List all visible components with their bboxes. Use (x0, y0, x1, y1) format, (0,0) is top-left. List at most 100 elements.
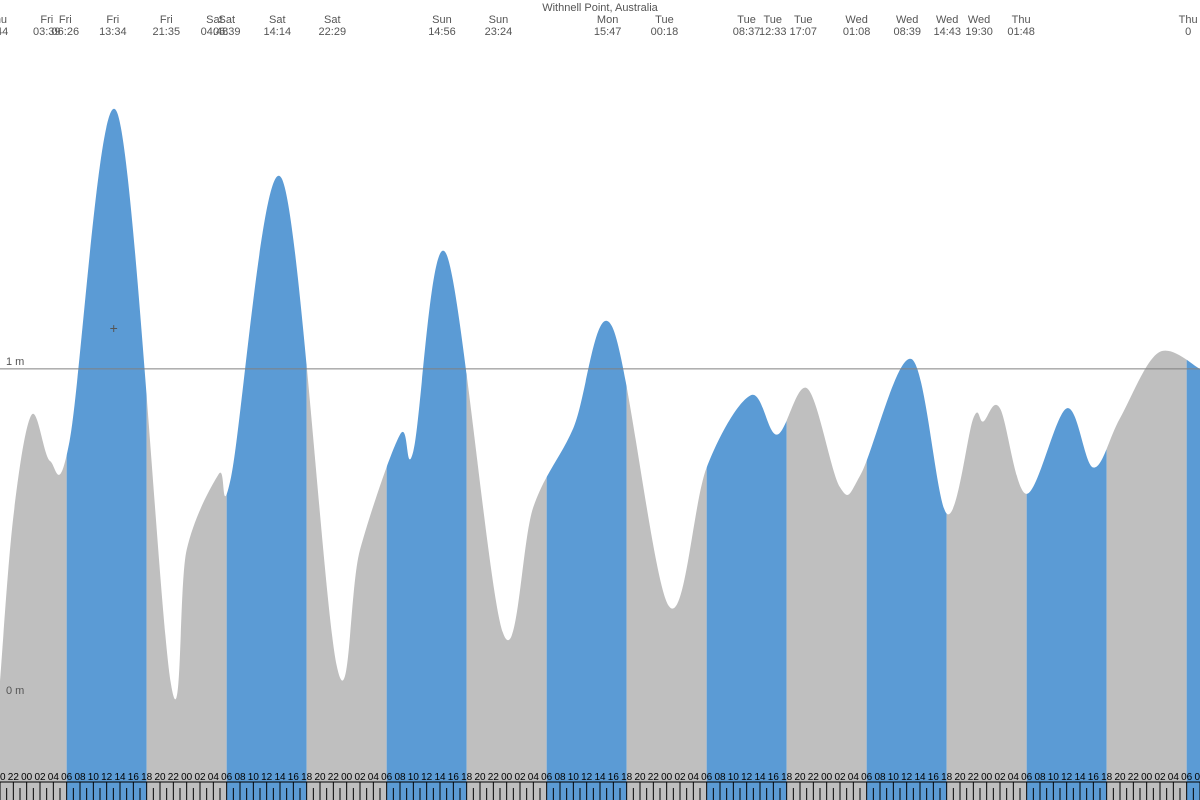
hour-label: 16 (448, 772, 460, 783)
hour-label: 08 (874, 772, 886, 783)
hour-label: 20 (0, 772, 6, 783)
extreme-time: 08:39 (893, 26, 921, 38)
hour-label: 20 (954, 772, 966, 783)
extreme-day: Thu (0, 14, 8, 26)
hour-label: 06 (221, 772, 233, 783)
hour-label: 04 (528, 772, 540, 783)
hour-label: 14 (914, 772, 926, 783)
hour-label: 08 (1034, 772, 1046, 783)
hour-label: 02 (834, 772, 846, 783)
hour-label: 02 (1154, 772, 1166, 783)
hour-label: 12 (261, 772, 273, 783)
hour-label: 22 (968, 772, 980, 783)
hour-label: 10 (408, 772, 420, 783)
extreme-day: Fri (99, 14, 127, 26)
hour-label: 08 (394, 772, 406, 783)
extreme-day: Fri (52, 14, 80, 26)
hour-label: 00 (661, 772, 673, 783)
hour-label: 20 (1114, 772, 1126, 783)
extreme-day: Wed (933, 14, 961, 26)
hour-label: 22 (808, 772, 820, 783)
hour-label: 14 (594, 772, 606, 783)
hour-label: 06 (861, 772, 873, 783)
hour-label: 18 (301, 772, 313, 783)
extreme-time: 22:29 (319, 26, 347, 38)
hour-label: 04 (48, 772, 60, 783)
hour-label: 10 (888, 772, 900, 783)
hour-label: 18 (141, 772, 153, 783)
tide-chart: Withnell Point, Australia 0 m1 m20220002… (0, 0, 1200, 800)
extreme-time: 01:08 (843, 26, 871, 38)
extreme-time-label: Sun23:24 (485, 14, 513, 38)
hour-label: 08 (74, 772, 86, 783)
extreme-time: 17:07 (789, 26, 817, 38)
extreme-time-label: Wed01:08 (843, 14, 871, 38)
hour-label: 20 (474, 772, 486, 783)
extreme-time: 14:43 (933, 26, 961, 38)
extreme-time-label: Tue08:37 (733, 14, 761, 38)
extreme-time-label: Sat14:14 (264, 14, 292, 38)
extreme-time-label: Wed19:30 (965, 14, 993, 38)
extreme-day: Mon (594, 14, 622, 26)
hour-label: 00 (341, 772, 353, 783)
hour-label: 08 (554, 772, 566, 783)
extreme-time-label: Thu0:44 (0, 14, 8, 38)
hour-label: 16 (1088, 772, 1100, 783)
extreme-time: 14:56 (428, 26, 456, 38)
hour-label: 20 (314, 772, 326, 783)
hour-label: 12 (1061, 772, 1073, 783)
extreme-time: 13:34 (99, 26, 127, 38)
extreme-time-label: Tue00:18 (651, 14, 679, 38)
extreme-time: 23:24 (485, 26, 513, 38)
hour-label: 14 (1074, 772, 1086, 783)
hour-label: 08 (234, 772, 246, 783)
hour-label: 22 (168, 772, 180, 783)
hour-label: 02 (994, 772, 1006, 783)
extreme-day: Wed (843, 14, 871, 26)
hour-label: 02 (354, 772, 366, 783)
hour-label: 10 (88, 772, 100, 783)
extreme-time: 0:44 (0, 26, 8, 38)
hour-label: 06 (1021, 772, 1033, 783)
hour-label: 00 (181, 772, 193, 783)
hour-label: 04 (688, 772, 700, 783)
extreme-day: Fri (153, 14, 181, 26)
extreme-time: 00:18 (651, 26, 679, 38)
chart-svg: 0 m1 m2022000204060810121416182022000204… (0, 0, 1200, 800)
extreme-day: Sun (428, 14, 456, 26)
extreme-day: Sat (213, 14, 241, 26)
hour-label: 06 (541, 772, 553, 783)
hour-label: 00 (821, 772, 833, 783)
hour-label: 18 (941, 772, 953, 783)
extreme-day: Tue (733, 14, 761, 26)
extreme-time-label: Wed14:43 (933, 14, 961, 38)
hour-label: 12 (741, 772, 753, 783)
hour-label: 14 (274, 772, 286, 783)
hour-label: 00 (501, 772, 513, 783)
extreme-time-label: Mon15:47 (594, 14, 622, 38)
hour-label: 14 (434, 772, 446, 783)
chart-title: Withnell Point, Australia (0, 2, 1200, 14)
hour-label: 04 (208, 772, 220, 783)
hour-label: 12 (581, 772, 593, 783)
y-axis-label: 0 m (6, 685, 24, 697)
hour-label: 18 (781, 772, 793, 783)
hour-label: 22 (328, 772, 340, 783)
y-axis-label: 1 m (6, 356, 24, 368)
hour-label: 10 (1048, 772, 1060, 783)
extreme-time: 21:35 (153, 26, 181, 38)
extreme-time-label: Thu0 (1179, 14, 1198, 38)
hour-label: 04 (1008, 772, 1020, 783)
hour-label: 22 (8, 772, 20, 783)
extreme-time: 15:47 (594, 26, 622, 38)
hour-label: 08 (714, 772, 726, 783)
extreme-day: Tue (789, 14, 817, 26)
hour-label: 14 (754, 772, 766, 783)
extreme-time: 14:14 (264, 26, 292, 38)
hour-label: 22 (1128, 772, 1140, 783)
hour-label: 06 (61, 772, 73, 783)
hour-label: 00 (981, 772, 993, 783)
hour-label: 20 (154, 772, 166, 783)
hour-label: 08 (1194, 772, 1200, 783)
hour-label: 16 (608, 772, 620, 783)
